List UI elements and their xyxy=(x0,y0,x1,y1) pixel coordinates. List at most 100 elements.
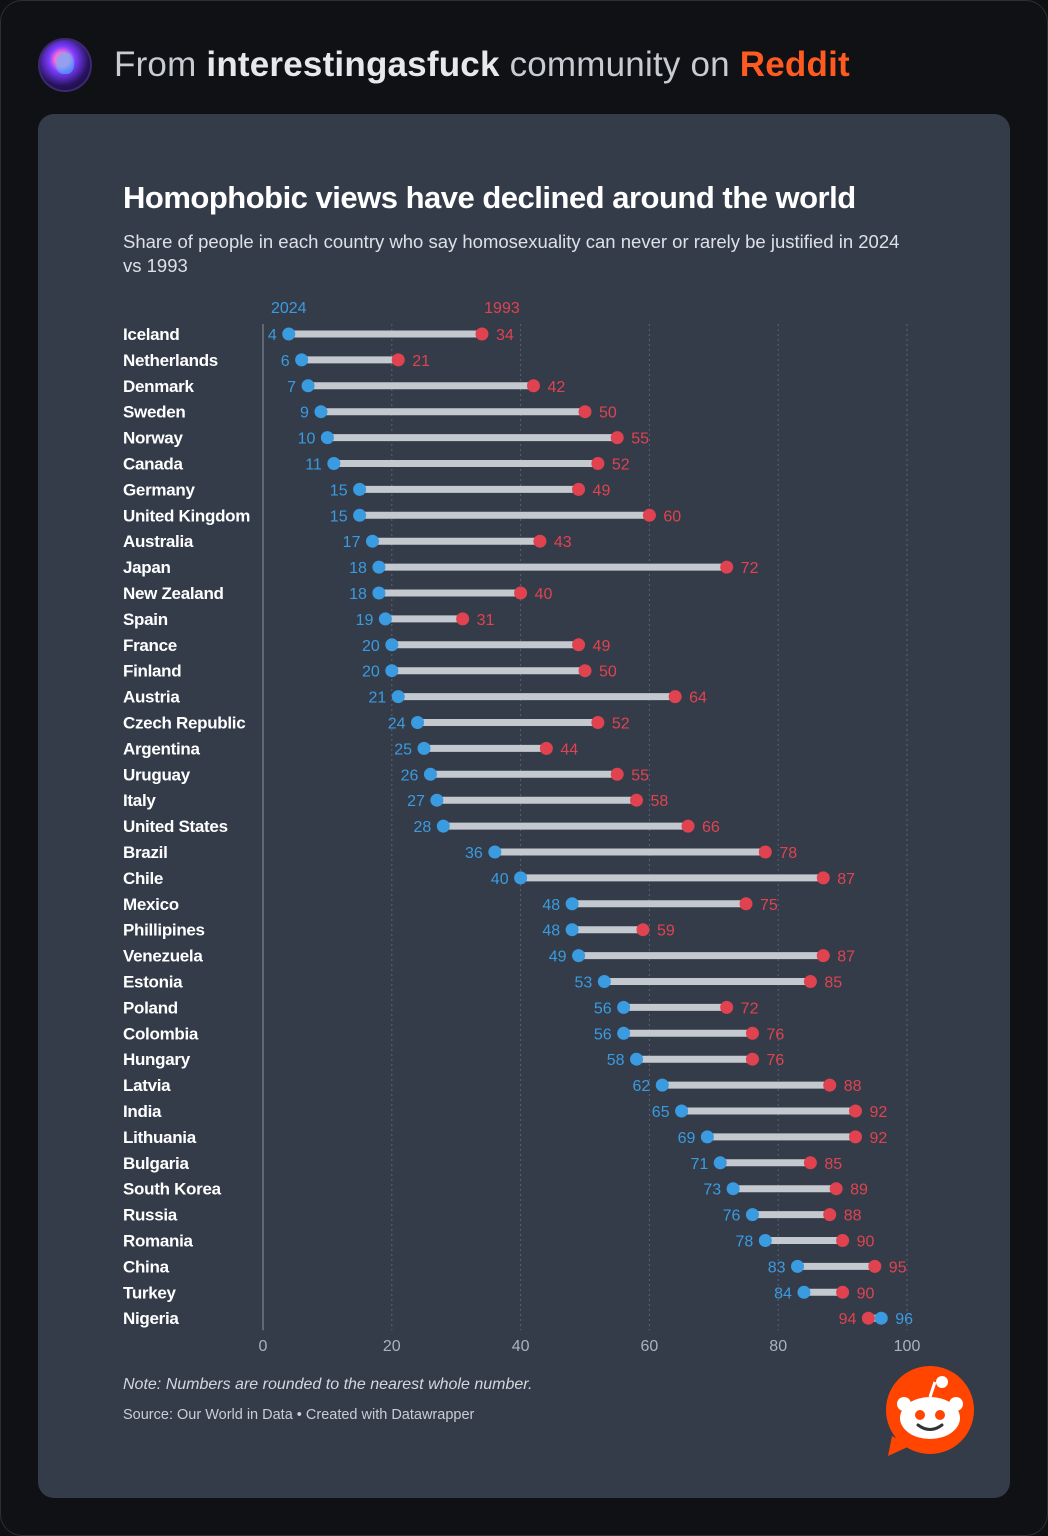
dot-1993 xyxy=(758,845,772,859)
country-label: Hungary xyxy=(123,1050,191,1069)
value-label-1993: 78 xyxy=(779,845,797,862)
value-label-2024: 28 xyxy=(414,819,432,836)
dot-1993 xyxy=(720,560,734,574)
country-label: Bulgaria xyxy=(123,1154,189,1173)
community-name[interactable]: interestingasfuck xyxy=(206,45,500,84)
value-label-2024: 56 xyxy=(594,1026,612,1043)
value-label-1993: 90 xyxy=(857,1285,875,1302)
value-label-1993: 88 xyxy=(844,1078,862,1095)
value-label-1993: 90 xyxy=(857,1234,875,1251)
value-label-1993: 44 xyxy=(560,741,578,758)
dot-2024 xyxy=(797,1285,811,1299)
x-tick-label: 100 xyxy=(894,1338,921,1355)
country-label: Colombia xyxy=(123,1024,199,1043)
value-label-1993: 92 xyxy=(869,1130,887,1147)
value-label-1993: 21 xyxy=(412,353,430,370)
dot-2024 xyxy=(617,1026,631,1040)
x-tick-label: 80 xyxy=(769,1338,787,1355)
value-label-2024: 78 xyxy=(736,1234,754,1251)
country-label: Brazil xyxy=(123,843,168,862)
value-label-1993: 49 xyxy=(593,482,611,499)
value-label-2024: 24 xyxy=(388,716,406,733)
dot-2024 xyxy=(378,612,392,626)
header-prefix: From xyxy=(114,45,197,84)
country-label: Chile xyxy=(123,869,163,888)
dot-2024 xyxy=(675,1104,689,1118)
share-header: From interestingasfuck community on Redd… xyxy=(38,38,850,92)
dot-2024 xyxy=(327,457,341,470)
dot-1993 xyxy=(572,482,586,496)
value-label-2024: 40 xyxy=(491,871,509,888)
dot-1993 xyxy=(739,897,753,911)
dot-1993 xyxy=(578,405,592,419)
value-label-2024: 83 xyxy=(768,1259,786,1276)
value-label-1993: 76 xyxy=(766,1026,784,1043)
dot-2024 xyxy=(597,975,611,988)
value-label-2024: 36 xyxy=(465,845,483,862)
reddit-snoo-icon[interactable] xyxy=(884,1366,976,1458)
value-label-2024: 76 xyxy=(723,1208,741,1225)
dot-1993 xyxy=(533,534,547,548)
country-label: Latvia xyxy=(123,1076,171,1095)
dot-1993 xyxy=(823,1208,837,1222)
dot-2024 xyxy=(353,508,367,522)
dot-2024 xyxy=(423,767,437,781)
value-label-2024: 19 xyxy=(356,612,374,629)
value-label-2024: 18 xyxy=(349,560,367,577)
dot-1993 xyxy=(829,1182,843,1196)
dot-2024 xyxy=(295,353,309,367)
dot-2024 xyxy=(372,560,386,574)
dot-1993 xyxy=(848,1130,862,1144)
dot-2024 xyxy=(572,949,586,963)
dot-1993 xyxy=(456,612,470,626)
dot-2024 xyxy=(630,1052,644,1066)
value-label-2024: 62 xyxy=(632,1078,650,1095)
value-label-1993: 58 xyxy=(651,793,669,810)
dot-2024 xyxy=(411,716,425,729)
country-label: Venezuela xyxy=(123,947,203,966)
dot-1993 xyxy=(475,327,489,341)
dot-2024 xyxy=(430,793,444,807)
value-label-1993: 87 xyxy=(837,949,855,966)
value-label-1993: 87 xyxy=(837,871,855,888)
dot-1993 xyxy=(668,690,682,704)
x-tick-label: 60 xyxy=(641,1338,659,1355)
dot-2024 xyxy=(372,586,386,600)
dot-1993 xyxy=(526,379,540,393)
country-label: Czech Republic xyxy=(123,714,245,733)
dot-2024 xyxy=(791,1259,805,1273)
country-label: Estonia xyxy=(123,973,183,992)
value-label-2024: 4 xyxy=(268,327,277,344)
value-label-2024: 49 xyxy=(549,949,567,966)
dot-1993 xyxy=(572,638,586,652)
country-label: Netherlands xyxy=(123,351,218,370)
dot-2024 xyxy=(655,1078,669,1092)
dot-1993 xyxy=(539,741,553,755)
value-label-2024: 10 xyxy=(298,431,316,448)
country-label: India xyxy=(123,1102,162,1121)
x-tick-label: 40 xyxy=(512,1338,530,1355)
value-label-1993: 42 xyxy=(547,379,565,396)
country-label: Denmark xyxy=(123,377,195,396)
dot-1993 xyxy=(681,819,695,833)
value-label-2024: 7 xyxy=(287,379,296,396)
value-label-2024: 11 xyxy=(305,457,322,474)
header-text: From interestingasfuck community on Redd… xyxy=(114,45,850,85)
platform-name[interactable]: Reddit xyxy=(739,45,850,84)
value-label-2024: 84 xyxy=(774,1285,792,1302)
value-label-1993: 66 xyxy=(702,819,720,836)
chart-subtitle: Share of people in each country who say … xyxy=(123,231,900,276)
value-label-2024: 6 xyxy=(281,353,290,370)
community-avatar-icon[interactable] xyxy=(38,38,92,92)
country-label: Phillipines xyxy=(123,921,205,940)
value-label-1993: 72 xyxy=(741,1000,759,1017)
dot-1993 xyxy=(610,431,624,445)
country-label: Turkey xyxy=(123,1283,177,1302)
value-label-1993: 76 xyxy=(766,1052,784,1069)
dot-2024 xyxy=(365,534,379,548)
chart-title: Homophobic views have declined around th… xyxy=(123,180,856,215)
country-label: Finland xyxy=(123,662,181,681)
dot-1993 xyxy=(803,975,817,988)
country-label: New Zealand xyxy=(123,584,224,603)
